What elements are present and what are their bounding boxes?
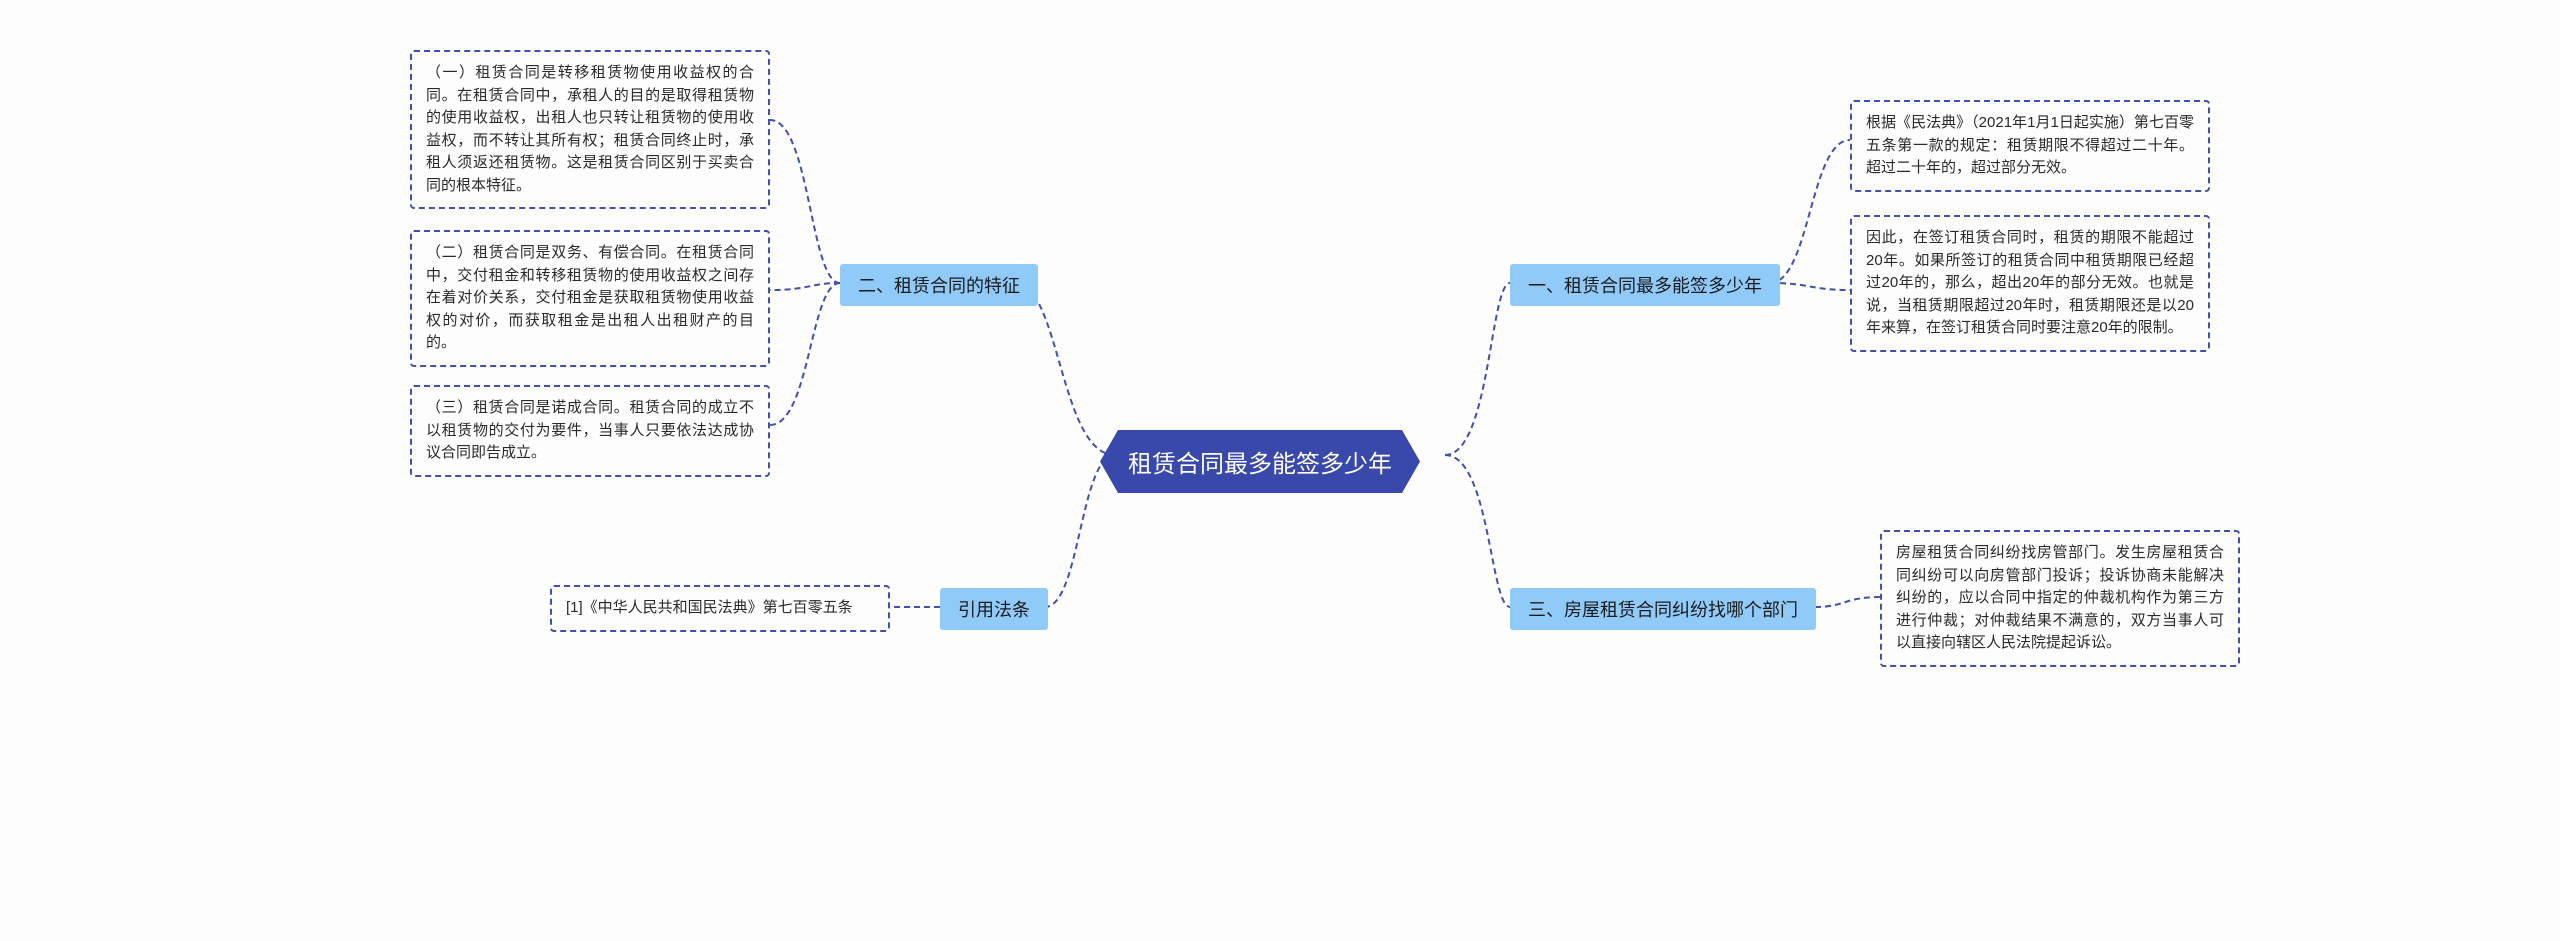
leaf-node: [1]《中华人民共和国民法典》第七百零五条: [550, 585, 890, 632]
leaf-node: 根据《民法典》（2021年1月1日起实施）第七百零五条第一款的规定：租赁期限不得…: [1850, 100, 2210, 192]
branch-section-3: 三、房屋租赁合同纠纷找哪个部门: [1510, 588, 1816, 630]
leaf-text: [1]《中华人民共和国民法典》第七百零五条: [566, 599, 853, 616]
branch-section-1: 一、租赁合同最多能签多少年: [1510, 264, 1780, 306]
leaf-text: 根据《民法典》（2021年1月1日起实施）第七百零五条第一款的规定：租赁期限不得…: [1866, 114, 2194, 176]
branch-label: 一、租赁合同最多能签多少年: [1528, 276, 1762, 296]
leaf-text: （二）租赁合同是双务、有偿合同。在租赁合同中，交付租金和转移租赁物的使用收益权之…: [426, 244, 754, 351]
leaf-text: （三）租赁合同是诺成合同。租赁合同的成立不以租赁物的交付为要件，当事人只要依法达…: [426, 399, 754, 461]
branch-label: 三、房屋租赁合同纠纷找哪个部门: [1528, 600, 1798, 620]
leaf-node: （三）租赁合同是诺成合同。租赁合同的成立不以租赁物的交付为要件，当事人只要依法达…: [410, 385, 770, 477]
leaf-node: （二）租赁合同是双务、有偿合同。在租赁合同中，交付租金和转移租赁物的使用收益权之…: [410, 230, 770, 367]
branch-section-2: 二、租赁合同的特征: [840, 264, 1038, 306]
branch-references: 引用法条: [940, 588, 1048, 630]
root-label: 租赁合同最多能签多少年: [1128, 451, 1392, 478]
branch-label: 引用法条: [958, 600, 1030, 620]
leaf-node: 因此，在签订租赁合同时，租赁的期限不能超过20年。如果所签订的租赁合同中租赁期限…: [1850, 215, 2210, 352]
leaf-text: 因此，在签订租赁合同时，租赁的期限不能超过20年。如果所签订的租赁合同中租赁期限…: [1866, 229, 2194, 336]
leaf-node: 房屋租赁合同纠纷找房管部门。发生房屋租赁合同纠纷可以向房管部门投诉；投诉协商未能…: [1880, 530, 2240, 667]
leaf-node: （一）租赁合同是转移租赁物使用收益权的合同。在租赁合同中，承租人的目的是取得租赁…: [410, 50, 770, 209]
mindmap-root: 租赁合同最多能签多少年: [1100, 430, 1420, 493]
leaf-text: （一）租赁合同是转移租赁物使用收益权的合同。在租赁合同中，承租人的目的是取得租赁…: [426, 64, 754, 194]
leaf-text: 房屋租赁合同纠纷找房管部门。发生房屋租赁合同纠纷可以向房管部门投诉；投诉协商未能…: [1896, 544, 2224, 651]
branch-label: 二、租赁合同的特征: [858, 276, 1020, 296]
